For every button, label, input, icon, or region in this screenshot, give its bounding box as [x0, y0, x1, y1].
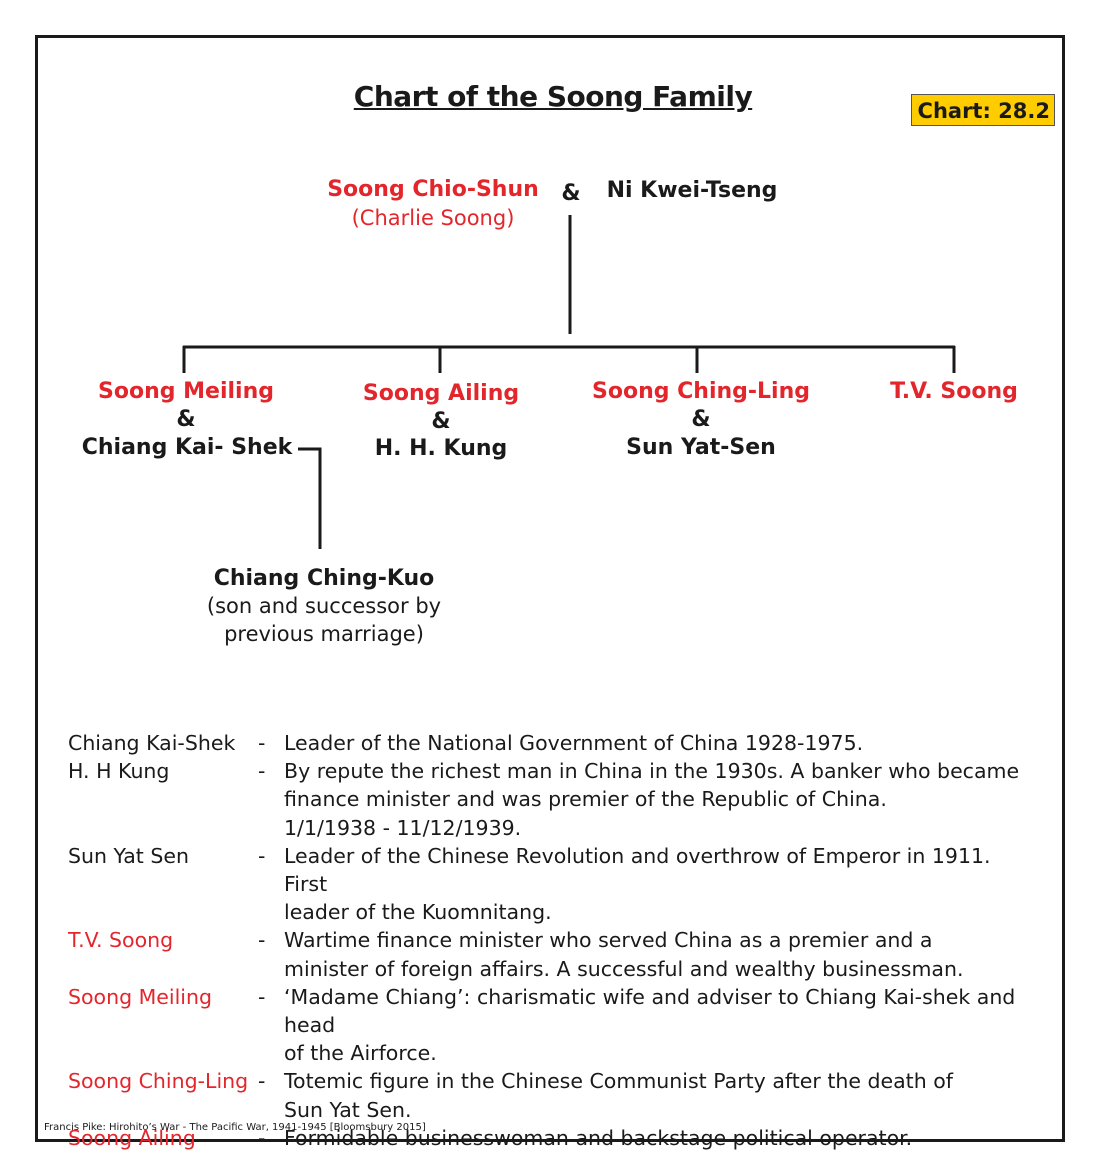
source-citation: Francis Pike: Hirohito’s War - The Pacif…: [44, 1122, 426, 1133]
legend-dash: -: [258, 1125, 266, 1150]
legend-description: ‘Madame Chiang’: charismatic wife and ad…: [284, 984, 1016, 1066]
legend-dash: -: [258, 984, 266, 1009]
legend-row: Soong Meiling - ‘Madame Chiang’: charismat…: [68, 983, 1034, 1068]
child-name: T.V. Soong: [890, 379, 1018, 404]
legend-row: Soong Ching-Ling - Totemic figure in the C…: [68, 1067, 1034, 1123]
chart-number-badge: Chart: 28.2: [911, 94, 1055, 126]
child-spouse: Chiang Kai- Shek: [81, 435, 293, 460]
child-name: Soong Ching-Ling: [591, 379, 811, 404]
legend-dash: -: [258, 1069, 266, 1094]
father-alias: (Charlie Soong): [351, 206, 515, 230]
child-ampersand: &: [431, 409, 451, 434]
legend-row: Sun Yat Sen - Leader of the Chinese Revolu…: [68, 842, 1034, 927]
child-name: Soong Ailing: [362, 381, 520, 406]
legend-description: Wartime finance minister who served Chin…: [284, 928, 964, 981]
legend-dash: -: [258, 843, 266, 868]
mother-name: Ni Kwei-Tseng: [606, 178, 778, 203]
legend-description: By repute the richest man in China in th…: [284, 759, 1020, 840]
child-name: Soong Meiling: [98, 379, 274, 404]
stepson-name: Chiang Ching-Kuo: [213, 566, 435, 591]
legend-row: Soong Ailing - Formidable businesswoman an…: [68, 1124, 1034, 1152]
legend-description: Leader of the National Government of Chi…: [284, 731, 864, 755]
page-title: Chart of the Soong Family: [353, 80, 753, 113]
legend-dash: -: [258, 928, 266, 953]
child-spouse: H. H. Kung: [374, 436, 508, 461]
legend-name: T.V. Soong: [68, 928, 174, 953]
legend-name: Soong Ailing: [68, 1125, 196, 1150]
legend-row: T.V. Soong - Wartime finance minister who …: [68, 926, 1034, 982]
chart-frame: [35, 35, 1065, 1142]
legend-description: Formidable businesswoman and backstage p…: [284, 1125, 913, 1150]
child-ampersand: &: [176, 407, 196, 432]
legend-name: Chiang Kai-Shek: [68, 731, 236, 755]
child-ampersand: &: [691, 407, 711, 432]
biography-legend: Chiang Kai-Shek - Leader of the National G…: [68, 729, 1034, 1152]
stepson-note: previous marriage): [224, 622, 424, 646]
legend-name: Soong Ching-Ling: [68, 1069, 249, 1094]
stepson-note: (son and successor by: [206, 594, 442, 618]
legend-row: H. H Kung - By repute the richest man in C…: [68, 757, 1034, 842]
legend-dash: -: [258, 731, 266, 755]
legend-description: Totemic figure in the Chinese Communist …: [284, 1069, 953, 1122]
legend-name: Soong Meiling: [68, 984, 213, 1009]
child-spouse: Sun Yat-Sen: [626, 435, 776, 460]
legend-dash: -: [258, 759, 266, 784]
stepson-link-line: [298, 447, 322, 549]
legend-row: Chiang Kai-Shek - Leader of the National G…: [68, 729, 1034, 757]
legend-name: Sun Yat Sen: [68, 843, 189, 868]
father-name: Soong Chio-Shun: [327, 177, 539, 202]
legend-name: H. H Kung: [68, 759, 170, 784]
legend-description: Leader of the Chinese Revolution and ove…: [284, 843, 991, 925]
parents-ampersand: &: [561, 181, 581, 206]
